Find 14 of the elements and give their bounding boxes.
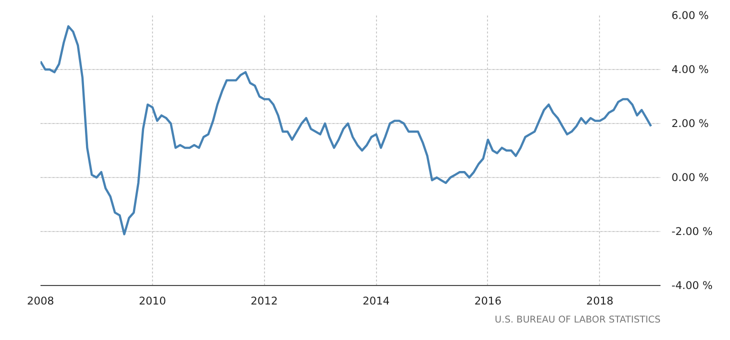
text: U.S. BUREAU OF LABOR STATISTICS [494,314,661,326]
y-tick-label: -4.00 % [672,279,713,292]
x-tick-label: 2008 [26,294,54,308]
y-tick-label: 6.00 % [672,9,709,22]
x-tick-label: 2016 [474,294,502,308]
y-tick-label: -2.00 % [672,225,713,238]
y-tick-label: 4.00 % [672,63,709,76]
x-tick-label: 2014 [362,294,390,308]
x-tick-label: 2012 [250,294,278,308]
x-tick-label: 2010 [138,294,166,308]
y-tick-label: 2.00 % [672,117,709,130]
line-series [40,25,652,236]
y-tick-label: 0.00 % [672,171,709,184]
x-tick-label: 2018 [586,294,614,308]
